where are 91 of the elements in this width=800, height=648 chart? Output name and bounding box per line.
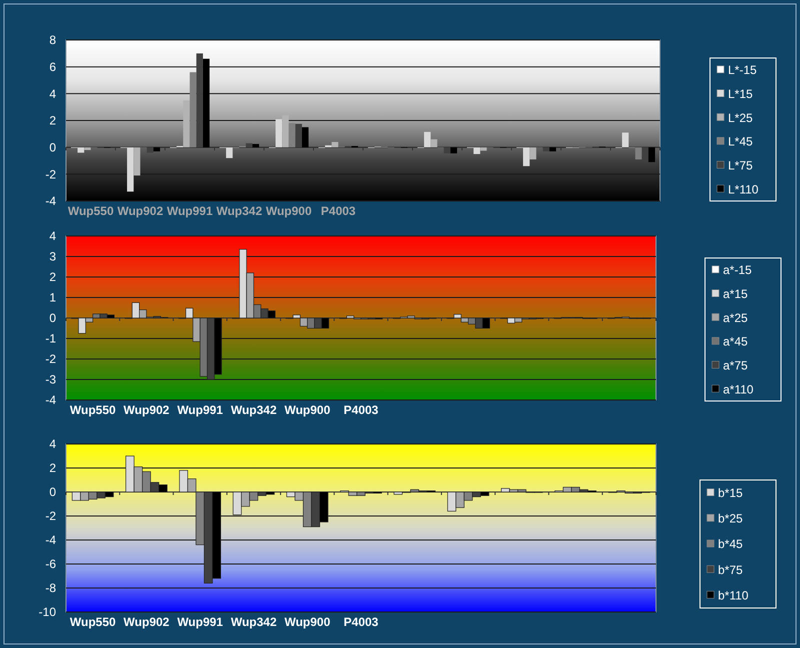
legend-label: a*25 <box>723 310 748 325</box>
bar <box>127 147 134 192</box>
x-tick-label: Wup991 <box>177 615 224 629</box>
legend-label: a*45 <box>723 334 748 349</box>
bar <box>146 147 154 153</box>
y-tick-label: 0 <box>49 311 56 326</box>
legend-label: a*110 <box>723 382 754 396</box>
bar <box>226 147 233 158</box>
bar <box>648 147 656 162</box>
y-tick-label: 0 <box>49 140 56 155</box>
bar <box>196 53 203 148</box>
bar <box>183 100 190 148</box>
x-tick-label: Wup902 <box>124 403 170 417</box>
y-tick-label: 4 <box>49 437 56 452</box>
y-tick-label: -4 <box>45 533 56 548</box>
y-tick-label: -2 <box>45 167 56 182</box>
bar <box>542 147 550 152</box>
y-tick-label: -2 <box>45 352 56 366</box>
bar <box>84 147 91 150</box>
x-tick-label: Wup342 <box>230 615 277 629</box>
y-tick-label: 4 <box>49 229 56 244</box>
x-tick-label: Wup902 <box>124 615 170 629</box>
y-tick-label: 1 <box>49 290 56 305</box>
x-tick-label: Wup991 <box>177 403 224 417</box>
x-tick-label: Wup900 <box>266 204 312 218</box>
x-tick-label: P4003 <box>344 403 379 417</box>
bar <box>430 139 438 148</box>
y-tick-label: 2 <box>49 270 56 284</box>
legend-label: L*45 <box>728 134 754 149</box>
legend-label: L*75 <box>728 158 754 172</box>
bar <box>252 144 260 148</box>
bar <box>444 147 450 154</box>
legend-label: b*110 <box>718 588 749 602</box>
x-tick-label: Wup900 <box>284 615 331 629</box>
x-tick-label: Wup902 <box>117 204 164 218</box>
y-tick-label: -3 <box>45 372 56 387</box>
bar <box>295 124 302 148</box>
x-tick-label: Wup550 <box>70 403 116 417</box>
bar <box>302 127 309 148</box>
y-tick-label: 8 <box>49 33 56 48</box>
bar <box>450 147 458 154</box>
x-tick-label: Wup900 <box>284 403 331 417</box>
y-tick-label: -6 <box>45 557 56 572</box>
bar <box>78 147 84 153</box>
bar <box>622 132 629 148</box>
y-tick-label: 2 <box>49 114 56 128</box>
legend-label: a*15 <box>723 286 748 301</box>
y-tick-label: -2 <box>45 509 56 524</box>
bar <box>332 142 338 148</box>
bar <box>474 147 480 154</box>
bar <box>549 147 556 152</box>
y-tick-label: -1 <box>45 332 56 346</box>
y-tick-label: -10 <box>38 605 56 620</box>
legend-label: L*25 <box>728 110 754 125</box>
legend-label: L*-15 <box>728 63 758 78</box>
legend-label: b*25 <box>718 512 744 526</box>
legend-label: a*75 <box>723 358 748 372</box>
bar <box>288 123 296 148</box>
bar <box>282 115 289 148</box>
x-tick-label: Wup550 <box>70 615 116 629</box>
legend-label: L*110 <box>728 182 759 196</box>
x-tick-label: Wup342 <box>216 204 262 218</box>
bar <box>276 119 282 148</box>
x-tick-label: Wup342 <box>230 403 277 417</box>
x-tick-label: Wup550 <box>68 204 114 218</box>
y-tick-label: 2 <box>49 461 56 476</box>
legend-label: L*15 <box>728 86 754 101</box>
y-tick-label: 0 <box>49 485 56 500</box>
x-tick-label: Wup991 <box>166 204 213 218</box>
bar <box>424 132 431 148</box>
bar <box>246 143 252 148</box>
bar <box>202 58 210 148</box>
bar <box>190 72 196 148</box>
y-tick-label: -4 <box>45 393 56 408</box>
x-tick-label: P4003 <box>320 204 356 218</box>
bar <box>480 147 487 151</box>
legend-label: b*45 <box>718 537 744 552</box>
bar <box>635 147 642 160</box>
bar <box>530 147 536 160</box>
bar <box>153 147 160 152</box>
legend-label: b*75 <box>718 562 744 577</box>
y-tick-label: -8 <box>45 581 56 596</box>
legend-label: a*-15 <box>723 263 752 278</box>
y-tick-label: -4 <box>45 194 56 208</box>
y-tick-label: 6 <box>49 60 56 74</box>
y-tick-label: 4 <box>49 86 56 101</box>
legend-label: b*15 <box>718 486 744 500</box>
bar <box>523 147 530 166</box>
y-tick-label: 3 <box>49 250 56 264</box>
x-tick-label: P4003 <box>344 615 379 629</box>
bar <box>134 147 140 176</box>
